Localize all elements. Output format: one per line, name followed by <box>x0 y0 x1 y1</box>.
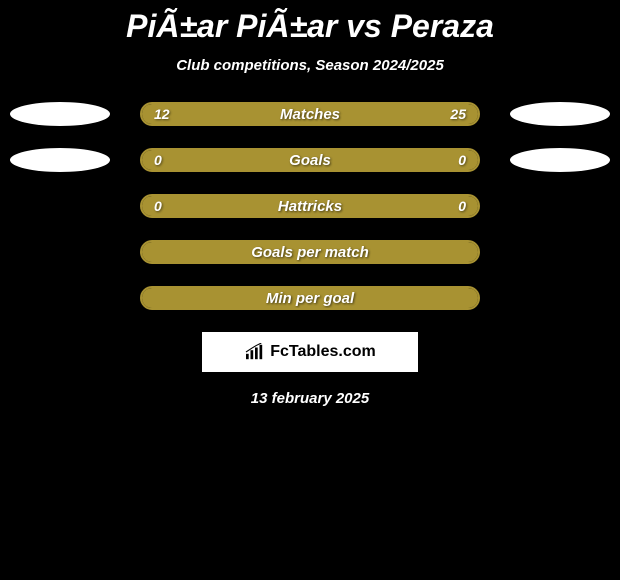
stat-value-left: 0 <box>154 198 162 214</box>
watermark-logo: FcTables.com <box>244 343 376 361</box>
stat-row-goals: 0 Goals 0 <box>0 148 620 172</box>
stat-label: Hattricks <box>278 198 342 215</box>
stat-bar: Min per goal <box>140 286 480 310</box>
chart-icon <box>244 343 266 361</box>
stat-row-gpm: Goals per match <box>0 240 620 264</box>
watermark: FcTables.com <box>202 332 418 372</box>
stat-bar: 0 Hattricks 0 <box>140 194 480 218</box>
stat-label: Matches <box>280 106 340 123</box>
stat-row-mpg: Min per goal <box>0 286 620 310</box>
comparison-container: PiÃ±ar PiÃ±ar vs Peraza Club competition… <box>0 0 620 407</box>
stat-value-left: 12 <box>154 106 170 122</box>
stat-label: Goals <box>289 152 331 169</box>
stat-value-left: 0 <box>154 152 162 168</box>
stat-value-right: 0 <box>458 198 466 214</box>
stat-row-hattricks: 0 Hattricks 0 <box>0 194 620 218</box>
player-badge-right <box>510 102 610 126</box>
player-badge-left <box>10 148 110 172</box>
stat-bar: Goals per match <box>140 240 480 264</box>
page-title: PiÃ±ar PiÃ±ar vs Peraza <box>0 8 620 45</box>
stat-row-matches: 12 Matches 25 <box>0 102 620 126</box>
stat-label: Goals per match <box>251 244 369 261</box>
page-subtitle: Club competitions, Season 2024/2025 <box>0 57 620 74</box>
stat-bar: 0 Goals 0 <box>140 148 480 172</box>
stat-bar: 12 Matches 25 <box>140 102 480 126</box>
player-badge-right <box>510 148 610 172</box>
player-badge-left <box>10 102 110 126</box>
watermark-text: FcTables.com <box>270 343 376 361</box>
stat-label: Min per goal <box>266 290 354 307</box>
stat-value-right: 0 <box>458 152 466 168</box>
stat-value-right: 25 <box>450 106 466 122</box>
footer-date: 13 february 2025 <box>0 390 620 407</box>
